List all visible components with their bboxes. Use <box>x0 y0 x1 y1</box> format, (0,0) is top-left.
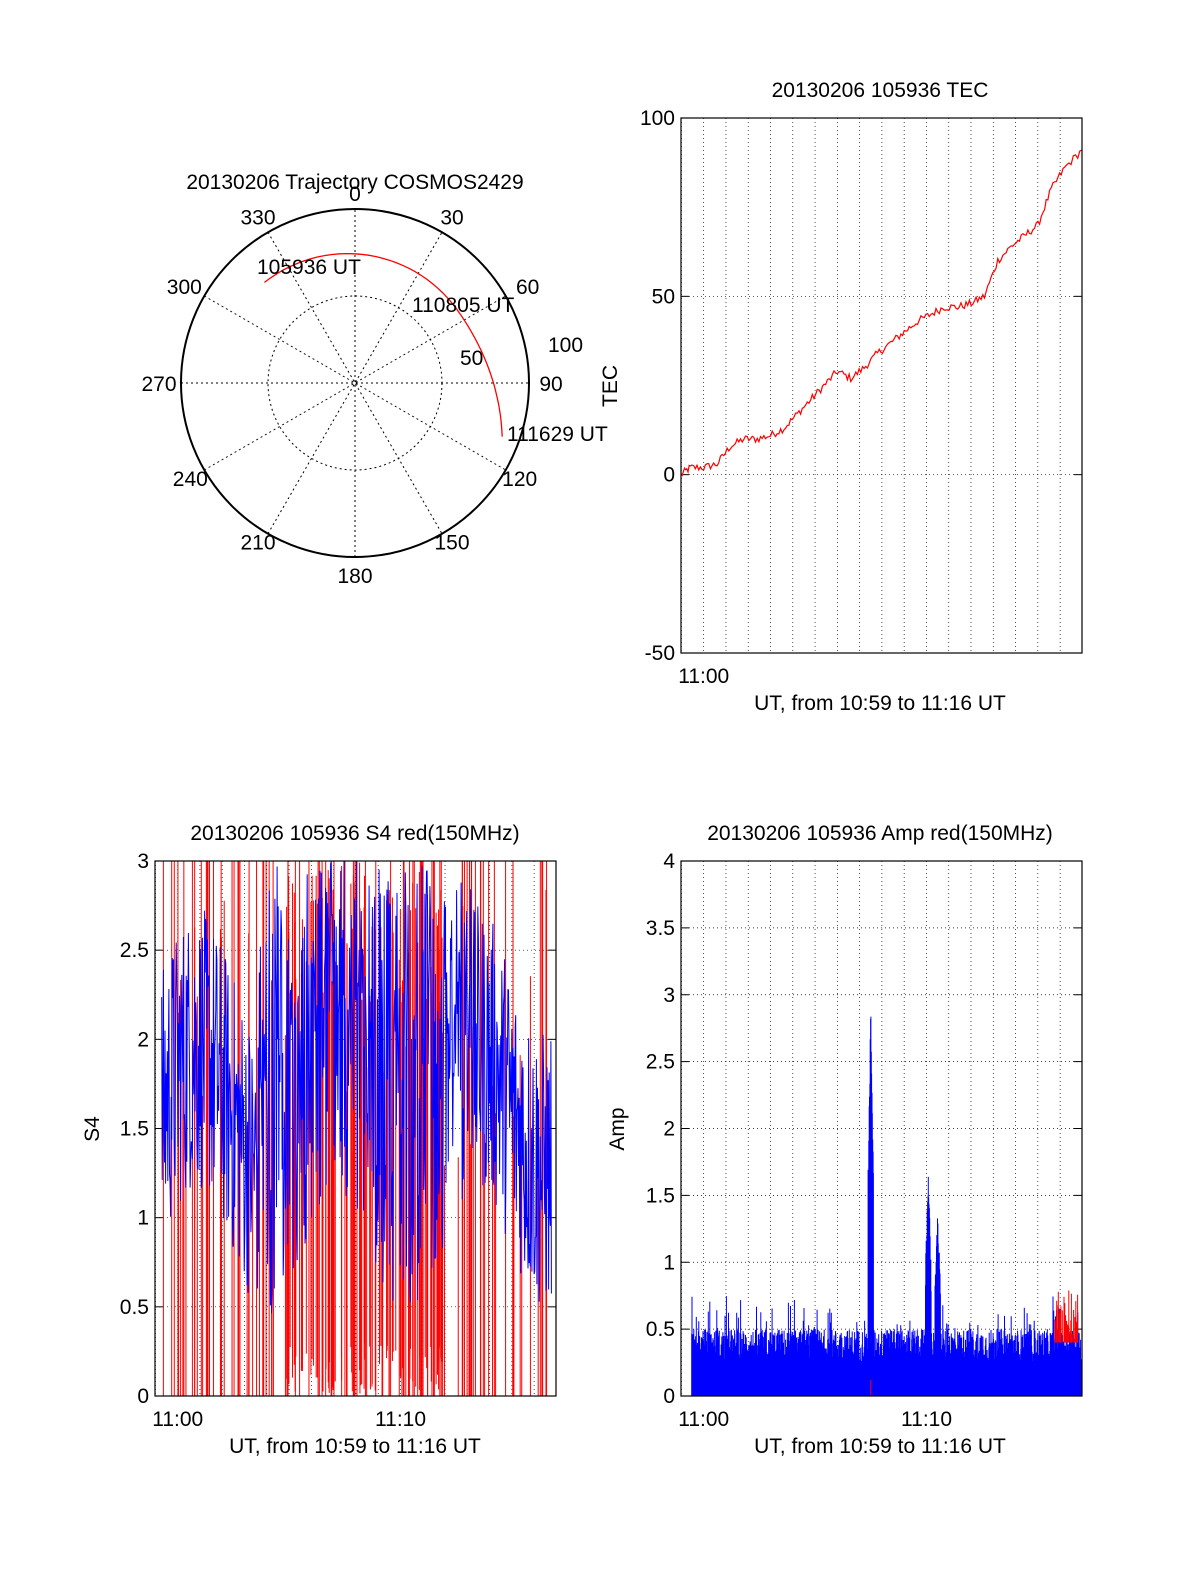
polar-angle-label: 0 <box>349 183 361 206</box>
y-tick-label: 50 <box>652 285 675 308</box>
y-tick-label: 3 <box>137 850 149 873</box>
tec-chart: 20130206 105936 TEC -50 0 50 100 11:00 UT, … <box>599 79 1083 715</box>
tec-ylabel: TEC <box>599 365 622 407</box>
x-tick-label: 11:00 <box>678 665 729 688</box>
x-tick-label: 11:00 <box>152 1408 203 1431</box>
y-tick-label: 2 <box>663 1118 675 1141</box>
polar-angle-label: 210 <box>240 532 275 555</box>
amp-red-series <box>870 1290 1079 1396</box>
y-tick-label: 1 <box>137 1207 149 1230</box>
polar-angle-label: 270 <box>141 373 176 396</box>
polar-angle-label: 240 <box>173 468 208 491</box>
polar-inner-circle <box>267 295 443 471</box>
tec-title: 20130206 105936 TEC <box>772 79 989 102</box>
polar-trajectory-chart: 20130206 Trajectory COSMOS2429 0 30 60 90 12… <box>141 171 607 588</box>
amp-plot-frame <box>680 860 1083 1397</box>
polar-spoke <box>267 232 443 534</box>
polar-angle-label: 30 <box>440 206 463 229</box>
tec-plot-frame <box>680 117 1083 654</box>
x-tick-label: 11:10 <box>901 1408 952 1431</box>
y-tick-label: 1.5 <box>646 1184 675 1207</box>
y-tick-label: 1 <box>663 1251 675 1274</box>
trajectory-start-label: 105936 UT <box>257 256 361 279</box>
polar-angle-label: 120 <box>502 468 537 491</box>
y-tick-label: 2 <box>137 1028 149 1051</box>
amp-chart: 20130206 105936 Amp red(150MHz) 0 0.5 1 1.5… <box>606 822 1083 1458</box>
y-tick-label: 3 <box>663 984 675 1007</box>
y-tick-label: -50 <box>645 642 675 665</box>
s4-xlabel: UT, from 10:59 to 11:16 UT <box>229 1435 481 1458</box>
s4-title: 20130206 105936 S4 red(150MHz) <box>190 822 519 845</box>
y-tick-label: 0.5 <box>646 1318 675 1341</box>
polar-spoke <box>204 295 506 471</box>
y-tick-label: 3.5 <box>646 917 675 940</box>
y-tick-label: 2.5 <box>120 939 149 962</box>
trajectory-end-label: 111629 UT <box>507 423 608 446</box>
amp-blue-series <box>691 1016 1082 1396</box>
y-tick-label: 0 <box>137 1385 149 1408</box>
polar-angle-label: 180 <box>337 565 372 588</box>
polar-spoke <box>267 232 443 534</box>
trajectory-mid-label: 110805 UT <box>412 294 515 317</box>
s4-ylabel: S4 <box>81 1116 104 1142</box>
polar-angle-label: 300 <box>167 276 202 299</box>
y-tick-label: 0 <box>663 464 675 487</box>
trajectory-curve <box>264 252 503 437</box>
s4-chart: 20130206 105936 S4 red(150MHz) 0 0.5 1 1.5 2… <box>81 822 557 1458</box>
x-tick-label: 11:00 <box>678 1408 729 1431</box>
polar-spoke <box>204 295 506 471</box>
s4-blue-series-line <box>161 861 552 1314</box>
y-tick-label: 4 <box>663 850 675 873</box>
polar-angle-label: 90 <box>539 373 562 396</box>
polar-angle-label: 60 <box>516 276 539 299</box>
y-tick-label: 1.5 <box>120 1118 149 1141</box>
polar-angle-label: 330 <box>240 206 275 229</box>
y-tick-label: 0.5 <box>120 1296 149 1319</box>
amp-ylabel: Amp <box>606 1107 629 1150</box>
y-tick-label: 100 <box>640 107 675 130</box>
x-tick-label: 11:10 <box>375 1408 426 1431</box>
polar-title: 20130206 Trajectory COSMOS2429 <box>186 171 523 194</box>
polar-radial-label-100: 100 <box>548 334 583 357</box>
tec-xlabel: UT, from 10:59 to 11:16 UT <box>754 692 1006 715</box>
amp-xlabel: UT, from 10:59 to 11:16 UT <box>754 1435 1006 1458</box>
tec-series-line <box>680 149 1083 477</box>
polar-angle-label: 150 <box>434 532 469 555</box>
y-tick-label: 0 <box>663 1385 675 1408</box>
y-tick-label: 2.5 <box>646 1051 675 1074</box>
polar-radial-label-50: 50 <box>460 347 483 370</box>
s4-plot-frame <box>154 860 557 1397</box>
amp-title: 20130206 105936 Amp red(150MHz) <box>707 822 1053 845</box>
